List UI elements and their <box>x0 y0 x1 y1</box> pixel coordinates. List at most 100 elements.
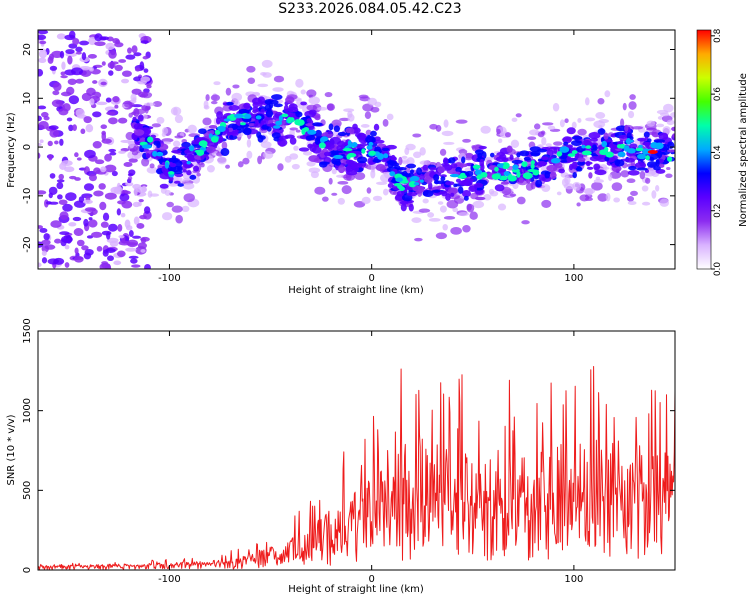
spectrogram-blob <box>39 40 47 45</box>
spectrogram-blob <box>365 129 372 136</box>
spectrogram-blob <box>627 195 635 202</box>
spectrogram-blob <box>51 50 63 59</box>
spectrogram-blob <box>634 162 647 169</box>
spectrogram-blob <box>428 182 433 190</box>
spectrogram-blob <box>593 163 601 171</box>
spectrogram-blob <box>658 132 669 141</box>
spectrogram-blob <box>592 144 597 150</box>
spectrogram-blob <box>64 244 70 250</box>
spectrogram-blob <box>370 130 377 137</box>
spectrogram-blob <box>324 91 333 98</box>
spectrogram-blob <box>643 131 650 138</box>
spectrogram-blob <box>339 117 350 122</box>
spectrogram-blob <box>624 124 629 132</box>
spectrogram-blob <box>81 245 89 251</box>
spectrogram-hotspot <box>188 145 195 152</box>
spectrogram-blob <box>246 150 253 159</box>
spectrogram-blob <box>67 78 77 85</box>
spectrogram-blob <box>88 217 93 221</box>
spectrogram-blob <box>71 67 83 76</box>
spectrogram-blob <box>253 122 263 128</box>
spectrogram-blob <box>639 170 646 180</box>
spectrogram-blob <box>343 108 355 113</box>
spectrogram-hotspot <box>223 118 231 122</box>
spectrogram-hotspot <box>389 171 396 177</box>
spectrogram-blob <box>39 227 48 233</box>
spectrogram-blob <box>305 135 316 141</box>
spectrogram-blob <box>125 181 134 187</box>
spectrogram-x-tick-label: -100 <box>158 273 181 284</box>
spectrogram-blob <box>54 140 59 145</box>
spectrogram-blob <box>441 130 454 137</box>
spectrogram-blob <box>49 65 58 71</box>
spectrogram-blob <box>323 151 331 157</box>
spectrogram-blob <box>168 176 174 182</box>
spectrogram-blob <box>132 155 138 160</box>
spectrogram-blob <box>228 131 238 135</box>
spectrogram-hotspot <box>512 164 519 170</box>
spectrogram-blob <box>561 177 569 187</box>
spectrogram-blob <box>571 135 583 140</box>
spectrogram-blob <box>575 167 583 172</box>
spectrogram-blob <box>586 166 594 170</box>
spectrogram-blob <box>314 186 326 195</box>
spectrogram-blob <box>225 87 232 96</box>
spectrogram-blob <box>309 144 317 153</box>
spectrogram-blob <box>84 207 97 212</box>
spectrogram-blob <box>641 201 651 206</box>
spectrogram-hotspot <box>383 153 389 159</box>
spectrogram-blob <box>626 132 632 140</box>
spectrogram-blob <box>47 258 59 265</box>
spectrogram-blob <box>594 169 607 176</box>
spectrogram-y-tick-label: -10 <box>22 188 33 204</box>
spectrogram-blob <box>76 157 82 161</box>
spectrogram-blob <box>131 264 141 268</box>
spectrogram-blob <box>411 217 422 224</box>
spectrogram-blob <box>159 172 172 180</box>
spectrogram-blob <box>489 190 499 197</box>
spectrogram-blob <box>314 129 322 138</box>
spectrogram-blob <box>88 173 97 182</box>
spectrogram-blob <box>628 165 637 171</box>
spectrogram-hotspot <box>460 172 466 177</box>
spectrogram-blob <box>666 166 671 171</box>
spectrogram-blob <box>619 139 624 145</box>
spectrogram-hotspot <box>366 145 373 150</box>
colorbar-gradient <box>696 29 712 270</box>
spectrogram-blob <box>336 145 344 152</box>
spectrogram-blob <box>65 234 73 244</box>
spectrogram-blob <box>273 75 285 83</box>
spectrogram-blob <box>319 161 330 165</box>
spectrogram-blob <box>564 118 569 124</box>
spectrogram-blob <box>352 123 358 130</box>
spectrogram-blob <box>469 211 478 220</box>
spectrogram-blob <box>463 195 469 201</box>
spectrogram-blob <box>106 111 116 116</box>
spectrogram-hotspot <box>240 122 246 126</box>
spectrogram-blob <box>96 246 103 252</box>
spectrogram-blob <box>109 151 117 156</box>
spectrogram-blob <box>160 187 167 194</box>
spectrogram-blob <box>308 167 321 174</box>
spectrogram-blob <box>213 81 221 86</box>
spectrogram-blob <box>361 196 371 205</box>
spectrogram-blob <box>382 188 389 196</box>
spectrogram-blob <box>295 78 304 88</box>
spectrogram-blob <box>610 155 618 160</box>
spectrogram-hotspot <box>667 156 673 162</box>
spectrogram-blob <box>509 193 517 197</box>
spectrogram-blob <box>406 157 415 166</box>
spectrogram-blob <box>466 203 475 213</box>
spectrogram-blob <box>433 174 440 181</box>
spectrogram-blob <box>74 152 79 158</box>
spectrogram-blob <box>428 217 441 222</box>
spectrogram-blob <box>530 181 536 190</box>
spectrogram-blob <box>105 97 112 103</box>
spectrogram-blob <box>61 61 66 70</box>
spectrogram-blob <box>283 104 289 113</box>
spectrogram-blob <box>324 141 333 148</box>
spectrogram-blob <box>552 141 563 146</box>
spectrogram-blob <box>537 131 545 138</box>
spectrogram-blob <box>341 185 352 195</box>
spectrogram-hotspot <box>194 149 204 153</box>
